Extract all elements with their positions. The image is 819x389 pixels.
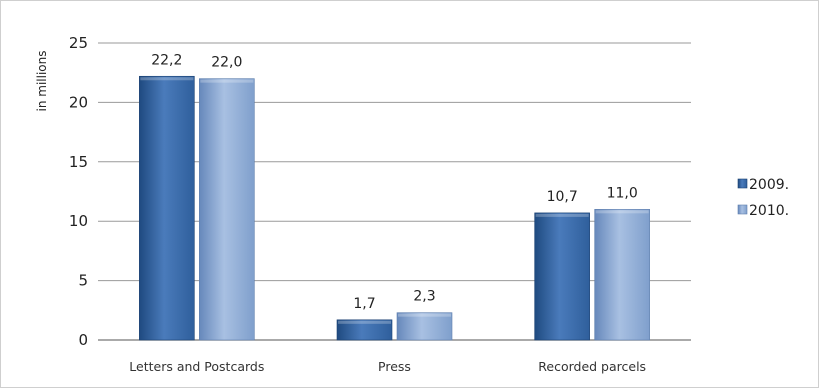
y-axis-title: in millions bbox=[35, 51, 49, 112]
category-label: Press bbox=[378, 359, 411, 374]
bar-2010-0 bbox=[199, 78, 255, 341]
bar-highlight bbox=[595, 210, 649, 214]
y-tick-label: 10 bbox=[69, 212, 88, 230]
bar-2009-2 bbox=[534, 212, 590, 341]
bar-highlight bbox=[338, 320, 391, 324]
y-tick-label: 5 bbox=[78, 272, 88, 290]
category-label: Recorded parcels bbox=[538, 359, 646, 374]
bar-2009-1 bbox=[336, 319, 393, 341]
category-labels: Letters and Postcards Press Recorded parce… bbox=[129, 359, 646, 374]
y-tick-label: 15 bbox=[69, 153, 88, 171]
legend-label: 2010. bbox=[749, 203, 789, 219]
bar-2010-2 bbox=[594, 209, 650, 341]
data-label: 22,2 bbox=[151, 52, 182, 68]
legend-swatch bbox=[737, 204, 748, 215]
legend-label: 2009. bbox=[749, 177, 789, 193]
data-label: 11,0 bbox=[607, 185, 638, 201]
data-label: 2,3 bbox=[413, 289, 435, 305]
y-tick-label: 20 bbox=[69, 93, 88, 111]
data-label: 10,7 bbox=[547, 189, 578, 205]
y-axis-ticks: 0 5 10 15 20 25 bbox=[69, 34, 88, 349]
legend: 2009. 2010. bbox=[737, 177, 789, 219]
data-labels: 22,2 22,0 1,7 2,3 10,7 11,0 bbox=[151, 52, 638, 312]
gridlines bbox=[98, 42, 691, 341]
bar-2010-1 bbox=[396, 312, 453, 341]
y-tick-label: 25 bbox=[69, 34, 88, 52]
bars bbox=[139, 75, 650, 341]
legend-swatch bbox=[737, 178, 748, 189]
bar-2009-0 bbox=[139, 75, 195, 341]
bar-highlight bbox=[140, 77, 194, 81]
y-tick-label: 0 bbox=[78, 331, 88, 349]
category-label: Letters and Postcards bbox=[129, 359, 264, 374]
bar-highlight bbox=[200, 79, 254, 83]
data-label: 22,0 bbox=[211, 55, 242, 71]
bar-highlight bbox=[398, 313, 451, 317]
bar-highlight bbox=[535, 213, 589, 217]
data-label: 1,7 bbox=[353, 296, 375, 312]
